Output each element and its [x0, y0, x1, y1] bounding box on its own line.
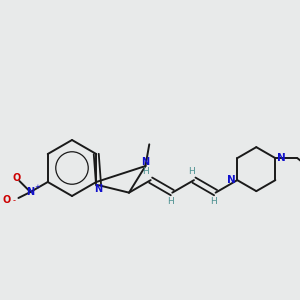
Text: N: N	[141, 157, 149, 167]
Text: -: -	[13, 196, 16, 206]
Text: H: H	[142, 167, 149, 176]
Text: O: O	[12, 173, 21, 183]
Text: N: N	[26, 187, 34, 197]
Text: H: H	[167, 197, 174, 206]
Text: N: N	[277, 153, 286, 163]
Text: N: N	[227, 175, 236, 185]
Text: N: N	[94, 184, 103, 194]
Text: H: H	[210, 197, 217, 206]
Text: O: O	[2, 195, 11, 205]
Text: H: H	[189, 167, 195, 176]
Text: +: +	[34, 184, 40, 190]
